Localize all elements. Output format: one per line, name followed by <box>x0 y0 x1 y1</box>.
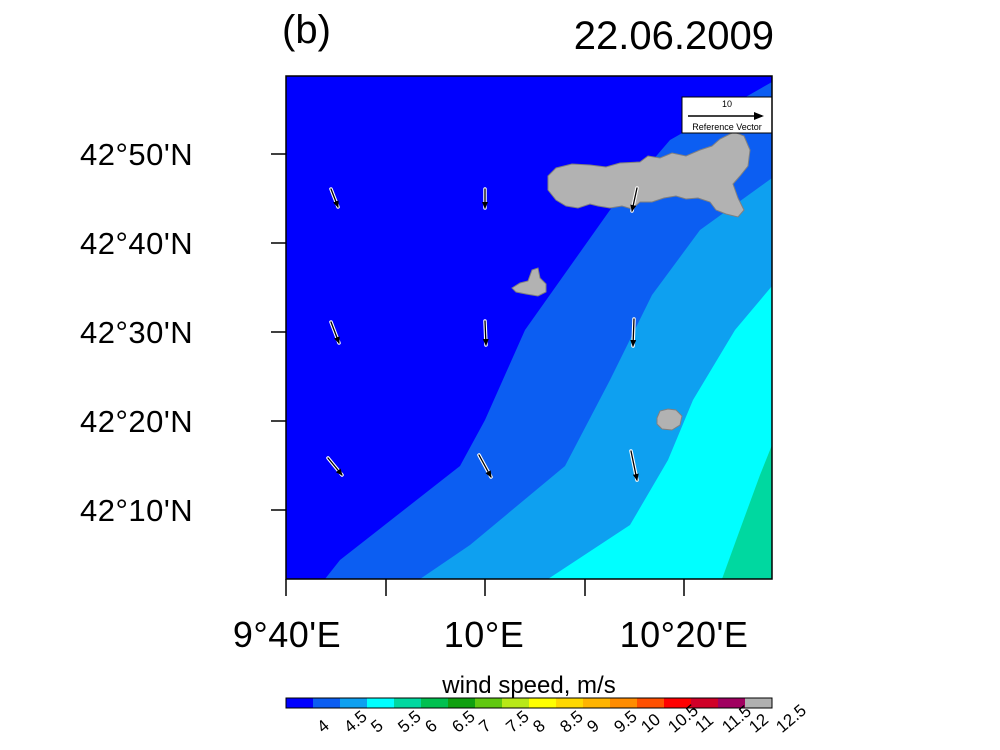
contour-band-6 <box>722 445 772 579</box>
colorbar-swatch <box>313 698 341 708</box>
wind-arrow <box>630 187 638 212</box>
colorbar-swatch <box>367 698 395 708</box>
lat-tick-label: 42°10'N <box>80 493 194 528</box>
lon-tick-label: 10°20'E <box>619 614 749 655</box>
map-frame <box>285 75 773 580</box>
wind-vectors <box>326 186 639 482</box>
land-masses <box>511 131 751 431</box>
colorbar-frame <box>285 697 773 709</box>
colorbar-swatch <box>529 698 557 708</box>
wind-arrow <box>478 454 492 478</box>
reference-vector-box: 10 Reference Vector <box>681 96 773 134</box>
wind-arrow <box>327 457 343 476</box>
wind-arrow <box>482 320 489 346</box>
lon-tick-marks <box>285 579 685 596</box>
colorbar-swatch <box>502 698 530 708</box>
panel-label: (b) <box>282 8 331 52</box>
contour-band-5-5 <box>548 286 772 579</box>
colorbar-swatch <box>664 698 692 708</box>
wind-arrow <box>630 318 637 347</box>
lat-tick-label: 42°20'N <box>80 404 194 439</box>
wind-arrow <box>330 321 340 344</box>
wind-arrow <box>330 188 339 208</box>
montecristo-island <box>656 408 683 431</box>
lat-tick-label: 42°50'N <box>80 137 194 172</box>
colorbar-swatch <box>340 698 368 708</box>
lon-tick-label: 9°40'E <box>232 614 342 655</box>
colorbar-title: wind speed, m/s <box>442 672 616 699</box>
lon-tick-label: 10°E <box>443 614 525 655</box>
colorbar-swatch <box>448 698 476 708</box>
colorbar-swatch <box>610 698 638 708</box>
pianosa-island <box>511 267 547 297</box>
lat-tick-label: 42°40'N <box>80 226 194 261</box>
colorbar-swatch <box>718 698 746 708</box>
lat-tick-label: 42°30'N <box>80 315 194 350</box>
colorbar-swatch <box>691 698 719 708</box>
colorbar-swatch <box>556 698 584 708</box>
elba-island <box>547 131 751 218</box>
colorbar-swatch <box>286 698 314 708</box>
date-label: 22.06.2009 <box>573 14 774 58</box>
reference-vector-value: 10 <box>722 99 732 109</box>
lat-tick-marks <box>271 153 286 511</box>
reference-vector-label: Reference Vector <box>692 122 762 132</box>
colorbar <box>285 697 773 709</box>
colorbar-swatch <box>421 698 449 708</box>
colorbar-swatch <box>394 698 422 708</box>
reference-arrow-icon <box>754 112 764 120</box>
colorbar-swatch <box>475 698 503 708</box>
colorbar-swatch <box>637 698 665 708</box>
colorbar-swatch <box>745 698 773 708</box>
wind-arrow <box>630 450 639 481</box>
colorbar-swatch <box>583 698 611 708</box>
